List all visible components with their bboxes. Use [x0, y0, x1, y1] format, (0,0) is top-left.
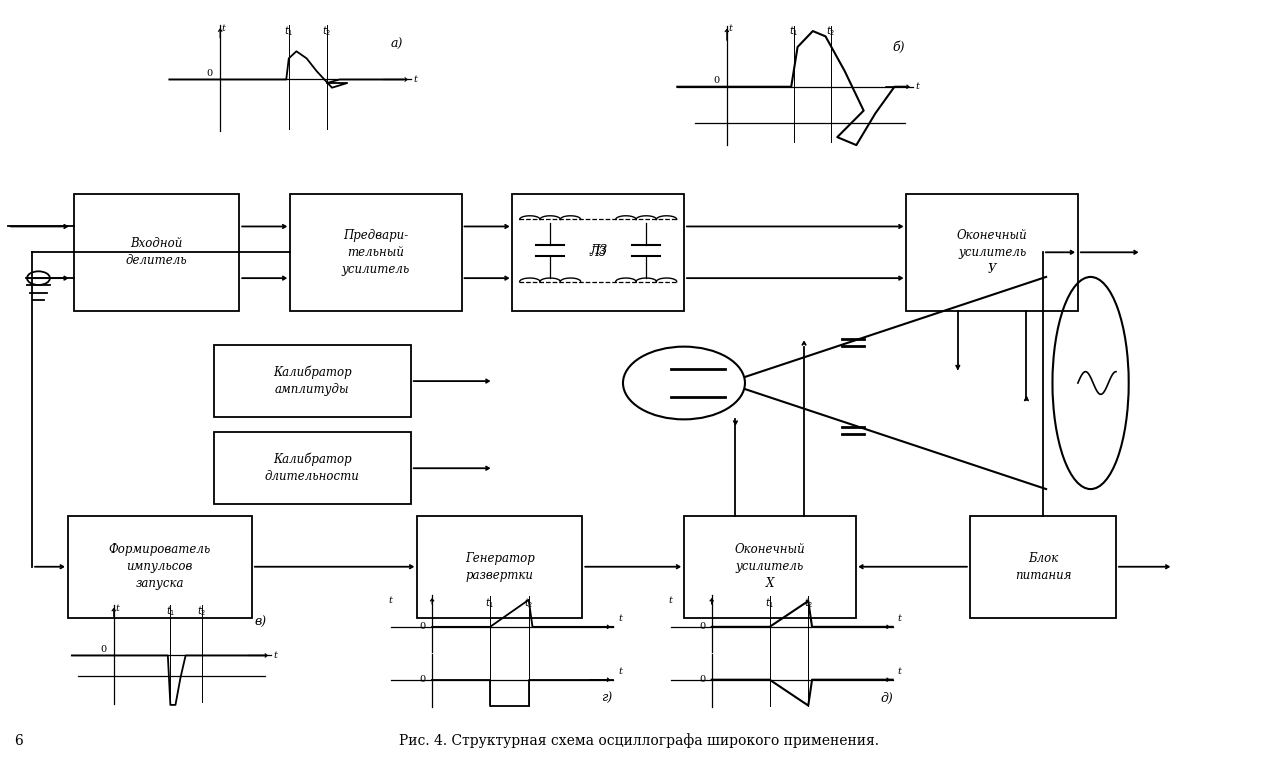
- Text: $t_2$: $t_2$: [197, 604, 206, 617]
- Text: г): г): [601, 692, 613, 705]
- Text: Оконечный
усилитель
X: Оконечный усилитель X: [734, 543, 804, 591]
- FancyBboxPatch shape: [68, 516, 252, 618]
- FancyBboxPatch shape: [513, 194, 684, 311]
- Text: t: t: [115, 604, 119, 613]
- Text: $t_1$: $t_1$: [166, 604, 175, 617]
- Text: б): б): [893, 41, 906, 54]
- Text: Оконечный
усилитель
У: Оконечный усилитель У: [957, 229, 1027, 276]
- Text: t: t: [221, 25, 225, 33]
- Text: $t_1$: $t_1$: [284, 25, 293, 38]
- Text: 0: 0: [206, 69, 212, 78]
- FancyBboxPatch shape: [214, 432, 411, 504]
- Text: ЛЗ: ЛЗ: [590, 246, 606, 259]
- Text: t: t: [916, 82, 920, 91]
- Text: 0: 0: [100, 645, 106, 654]
- Text: 6: 6: [14, 734, 23, 748]
- Text: t: t: [618, 614, 622, 623]
- Text: t: t: [898, 614, 902, 623]
- FancyBboxPatch shape: [969, 516, 1117, 618]
- Text: 0: 0: [714, 77, 719, 85]
- Text: t: t: [274, 651, 278, 660]
- Text: $t_1$: $t_1$: [789, 25, 798, 38]
- Text: 0: 0: [420, 622, 426, 631]
- Text: Калибратор
амплитуды: Калибратор амплитуды: [272, 366, 352, 396]
- Text: t: t: [413, 75, 417, 84]
- Text: Калибратор
длительности: Калибратор длительности: [265, 453, 359, 483]
- FancyBboxPatch shape: [907, 194, 1078, 311]
- FancyBboxPatch shape: [684, 516, 856, 618]
- Text: t: t: [389, 596, 393, 605]
- Text: $t_2$: $t_2$: [322, 25, 331, 38]
- Text: Л3: Л3: [590, 244, 608, 257]
- Text: 0: 0: [700, 622, 705, 631]
- Text: $t_2$: $t_2$: [826, 25, 835, 38]
- Text: t: t: [898, 667, 902, 676]
- Text: $t_1$: $t_1$: [485, 596, 495, 611]
- Text: д): д): [881, 692, 894, 705]
- FancyBboxPatch shape: [417, 516, 582, 618]
- Text: t: t: [668, 596, 671, 605]
- FancyBboxPatch shape: [74, 194, 239, 311]
- Text: Входной
делитель: Входной делитель: [125, 237, 188, 267]
- Text: t: t: [728, 25, 732, 34]
- Text: t: t: [618, 667, 622, 676]
- Text: $t_1$: $t_1$: [765, 596, 774, 611]
- Text: а): а): [390, 38, 403, 51]
- FancyBboxPatch shape: [214, 345, 411, 417]
- Text: Формирователь
импульсов
запуска: Формирователь импульсов запуска: [109, 543, 211, 591]
- Text: 0: 0: [420, 675, 426, 684]
- Text: Блок
питания: Блок питания: [1014, 552, 1072, 581]
- Text: Рис. 4. Структурная схема осциллографа широкого применения.: Рис. 4. Структурная схема осциллографа ш…: [399, 733, 880, 748]
- Text: в): в): [255, 616, 266, 629]
- Text: 0: 0: [700, 675, 705, 684]
- FancyBboxPatch shape: [290, 194, 462, 311]
- Text: Генератор
развертки: Генератор развертки: [464, 552, 535, 581]
- Text: $t_2$: $t_2$: [803, 596, 813, 611]
- Text: Предвари-
тельный
усилитель: Предвари- тельный усилитель: [341, 229, 411, 276]
- Text: $t_2$: $t_2$: [524, 596, 533, 611]
